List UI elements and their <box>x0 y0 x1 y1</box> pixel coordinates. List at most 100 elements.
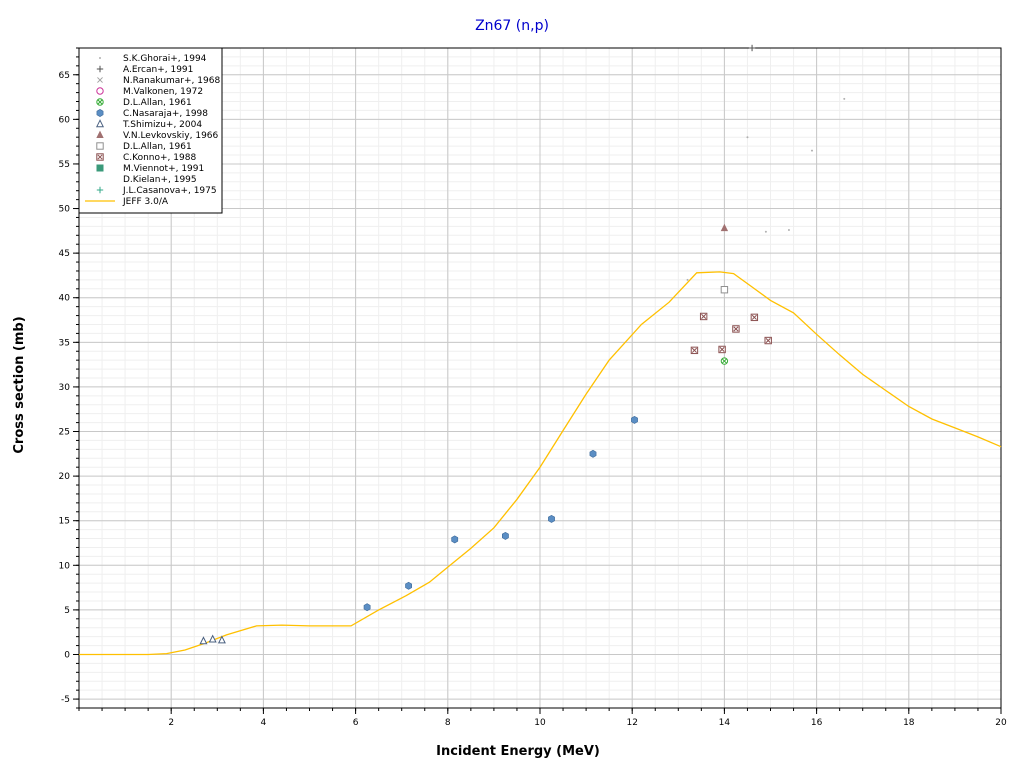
data-point <box>699 312 708 321</box>
data-point <box>732 325 740 333</box>
x-tick-label: 10 <box>534 718 546 728</box>
marker-x-b <box>97 154 103 160</box>
legend-entry: A.Ercan+, 1991 <box>123 65 193 75</box>
marker-x-b <box>691 347 697 353</box>
y-tick-label: 15 <box>59 517 70 527</box>
legend-entry: D.L.Allan, 1961 <box>123 142 192 152</box>
marker-dot <box>764 230 767 233</box>
y-axis-label: Cross section (mb) <box>12 316 27 453</box>
marker-x-b <box>733 326 739 332</box>
marker-circle <box>96 87 104 95</box>
legend-marker <box>95 119 105 128</box>
data-point <box>718 345 726 354</box>
data-point <box>690 346 699 355</box>
marker-hexagon <box>501 531 509 540</box>
curve-jeff-3-0-a <box>79 271 1002 656</box>
legend-marker <box>96 153 104 161</box>
legend-marker <box>96 109 104 117</box>
legend-marker <box>97 77 103 83</box>
data-point <box>363 603 371 612</box>
marker-hexagon <box>548 514 555 523</box>
data-point <box>199 636 208 645</box>
legend-entry: N.Ranakumar+, 1968 <box>123 76 220 86</box>
data-point <box>746 136 749 139</box>
y-tick-label: 40 <box>59 294 71 304</box>
legend-marker <box>96 142 104 150</box>
y-tick-label: 20 <box>59 472 71 482</box>
x-tick-label: 4 <box>261 718 267 728</box>
data-point <box>405 581 413 590</box>
marker-x-b <box>719 346 725 353</box>
legend-marker <box>96 98 104 106</box>
legend-entry: C.Nasaraja+, 1998 <box>123 109 208 119</box>
legend-entry: C.Konno+, 1988 <box>123 153 196 163</box>
marker-x-b <box>722 358 727 364</box>
data-point <box>748 44 756 52</box>
marker-square <box>96 142 104 150</box>
legend-entry: D.L.Allan, 1961 <box>123 98 192 108</box>
legend-marker <box>96 65 104 73</box>
legend-entry: D.Kielan+, 1995 <box>123 175 197 185</box>
marker-hexagon <box>451 535 459 544</box>
data-point <box>750 313 759 322</box>
data-point <box>764 230 767 233</box>
marker-hexagon <box>363 603 371 612</box>
marker-square <box>720 286 729 294</box>
curve-layer <box>79 271 1002 656</box>
data-point <box>589 449 597 458</box>
data-point <box>720 223 729 232</box>
data-point <box>631 415 638 424</box>
marker-x-b <box>97 77 103 83</box>
marker-dot <box>746 136 749 139</box>
x-tick-label: 2 <box>168 718 174 728</box>
y-tick-label: 10 <box>59 561 71 571</box>
legend-marker <box>96 130 104 138</box>
data-point <box>720 286 729 294</box>
marker-x-b <box>751 314 757 320</box>
data-point <box>451 535 459 544</box>
y-tick-label: 30 <box>59 383 71 393</box>
y-tick-label: 35 <box>59 338 70 348</box>
x-tick-label: 12 <box>626 718 637 728</box>
legend-box <box>78 47 223 214</box>
y-tick-label: -5 <box>61 695 70 705</box>
legend-entry: S.K.Ghorai+, 1994 <box>123 54 207 64</box>
y-tick-label: 0 <box>64 650 70 660</box>
y-tick-label: 60 <box>59 115 71 125</box>
marker-triangle <box>720 223 729 232</box>
marker-x-b <box>97 99 103 105</box>
marker-triangle <box>217 635 226 644</box>
data-point <box>686 278 689 281</box>
points-layer <box>199 44 846 645</box>
data-point <box>787 228 790 231</box>
marker-dot <box>686 278 689 281</box>
marker-triangle <box>95 119 105 128</box>
marker-triangle <box>96 130 104 138</box>
data-point <box>217 635 226 644</box>
marker-hexagon <box>631 415 638 424</box>
legend-marker <box>96 186 104 194</box>
legend-marker <box>96 87 104 95</box>
marker-triangle <box>208 634 217 643</box>
marker-x-b <box>765 337 771 344</box>
data-point <box>208 634 217 643</box>
legend-entry: M.Viennot+, 1991 <box>123 164 204 174</box>
marker-dot <box>810 149 813 152</box>
y-tick-label: 45 <box>59 249 70 259</box>
y-tick-label: 55 <box>59 160 70 170</box>
x-tick-label: 16 <box>811 718 823 728</box>
data-point <box>548 514 555 523</box>
data-point <box>843 97 846 100</box>
marker-square <box>96 164 104 172</box>
legend-marker <box>99 57 101 59</box>
marker-triangle <box>199 636 208 645</box>
chart-title: Zn67 (n,p) <box>475 18 549 34</box>
marker-hexagon <box>589 449 597 458</box>
data-point <box>810 149 813 152</box>
legend-marker <box>96 164 104 172</box>
y-tick-label: 65 <box>59 71 70 81</box>
data-point <box>720 357 729 365</box>
